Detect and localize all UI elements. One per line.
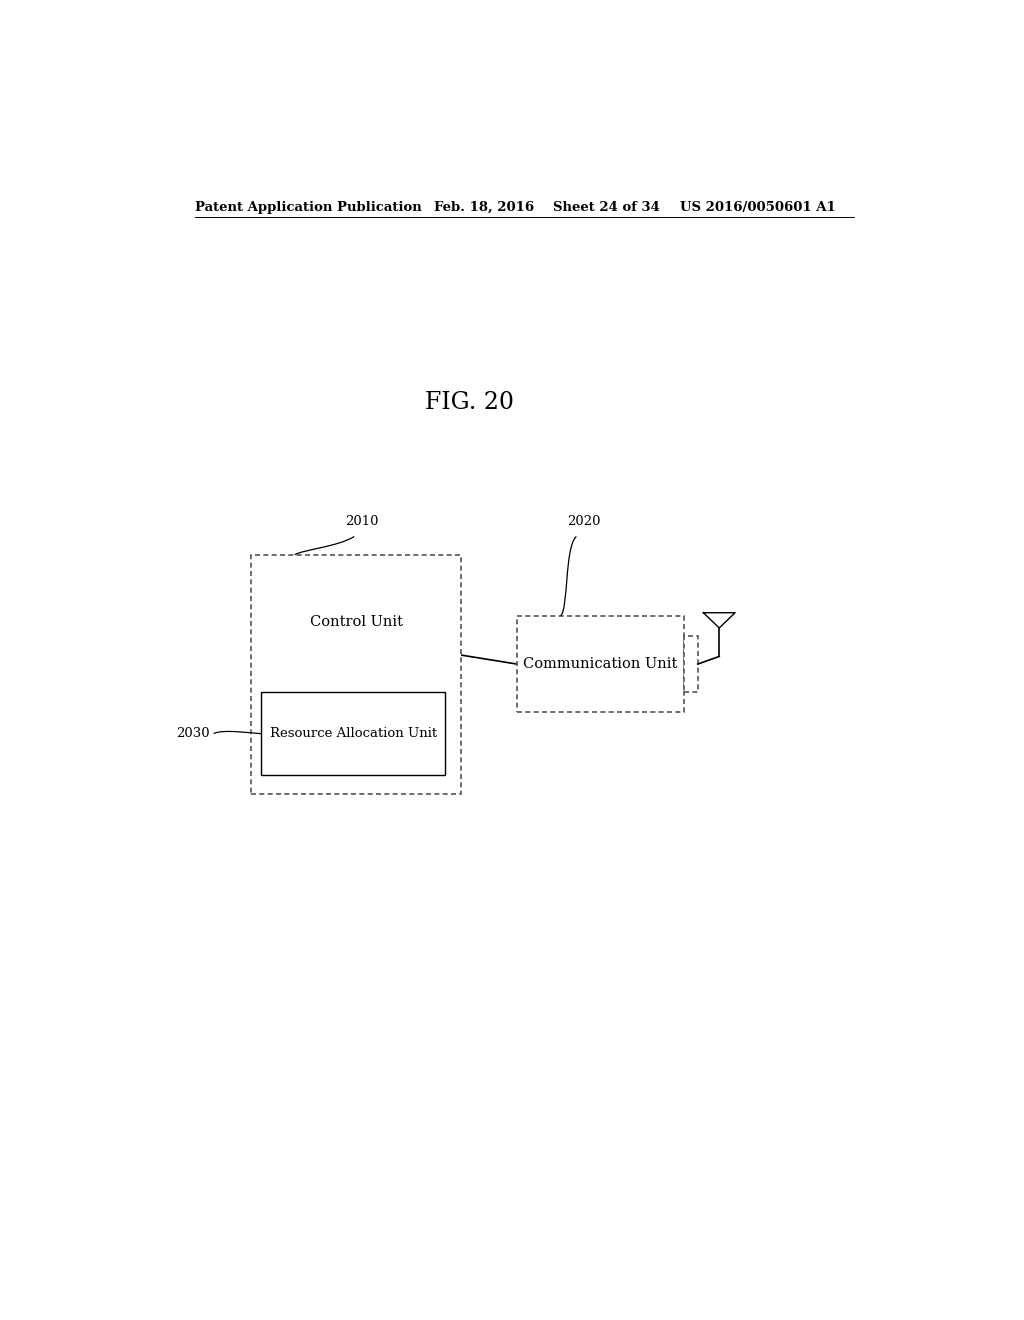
Text: Communication Unit: Communication Unit bbox=[523, 657, 678, 671]
Text: 2020: 2020 bbox=[567, 515, 601, 528]
Bar bbox=[517, 615, 684, 713]
Text: Sheet 24 of 34: Sheet 24 of 34 bbox=[553, 201, 659, 214]
Text: Patent Application Publication: Patent Application Publication bbox=[196, 201, 422, 214]
Text: Control Unit: Control Unit bbox=[309, 615, 402, 628]
Text: 2010: 2010 bbox=[345, 515, 379, 528]
Bar bbox=[251, 554, 461, 793]
Text: FIG. 20: FIG. 20 bbox=[425, 391, 514, 414]
Text: US 2016/0050601 A1: US 2016/0050601 A1 bbox=[680, 201, 836, 214]
Text: Resource Allocation Unit: Resource Allocation Unit bbox=[269, 727, 437, 741]
Bar bbox=[684, 636, 697, 692]
Text: 2030: 2030 bbox=[176, 727, 210, 741]
Bar bbox=[261, 692, 445, 775]
Text: Feb. 18, 2016: Feb. 18, 2016 bbox=[433, 201, 534, 214]
